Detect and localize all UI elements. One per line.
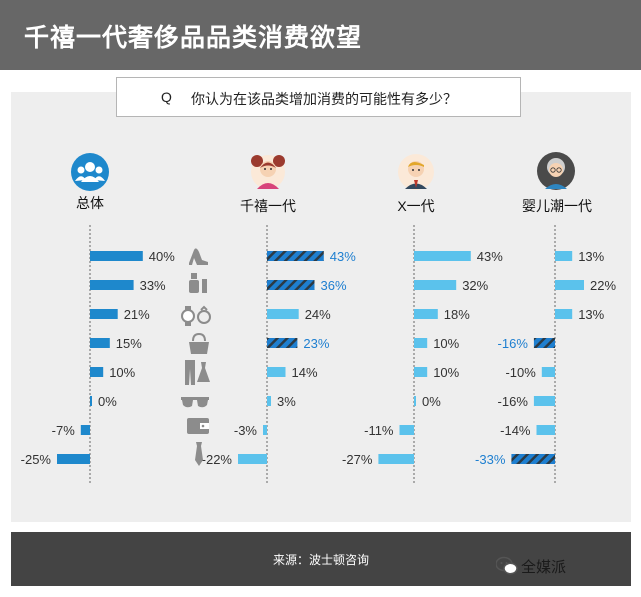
- data-label-boomers-2: 13%: [578, 307, 604, 322]
- bar-boomers-6: [536, 425, 555, 435]
- bar-boomers-2: [555, 309, 573, 319]
- bar-genx-2: [414, 309, 438, 319]
- data-label-genx-0: 43%: [477, 249, 503, 264]
- wechat-icon: [496, 556, 518, 575]
- title-bar: [0, 0, 641, 70]
- data-label-boomers-6: -14%: [500, 423, 531, 438]
- data-label-genx-6: -11%: [364, 423, 394, 438]
- bar-boomers-0: [555, 251, 573, 261]
- data-label-millennials-2: 24%: [305, 307, 331, 322]
- bar-genx-1: [414, 280, 457, 290]
- bar-genx-4: [414, 367, 428, 377]
- bar-overall-3: [90, 338, 110, 348]
- group-icon: [71, 153, 109, 191]
- data-label-genx-1: 32%: [462, 278, 488, 293]
- data-label-genx-5: 0%: [422, 394, 441, 409]
- bar-millennials-4: [267, 367, 286, 377]
- data-label-genx-2: 18%: [444, 307, 470, 322]
- bar-overall-1: [90, 280, 134, 290]
- group-label-overall: 总体: [76, 195, 104, 211]
- high-heel-shoe-icon: [189, 248, 208, 265]
- chart-panel: [11, 92, 631, 522]
- bar-boomers-3: [533, 338, 555, 348]
- tie-icon: [195, 442, 203, 466]
- bar-millennials-1: [267, 280, 315, 290]
- group-label-genx: X一代: [397, 198, 435, 214]
- bar-genx-7: [378, 454, 414, 464]
- data-label-millennials-3: 23%: [303, 336, 329, 351]
- bar-millennials-3: [267, 338, 298, 348]
- data-label-genx-7: -27%: [342, 452, 373, 467]
- bar-overall-0: [90, 251, 143, 261]
- question-marker: Q: [161, 89, 172, 105]
- bar-millennials-2: [267, 309, 299, 319]
- question-box: [116, 77, 521, 117]
- group-label-millennials: 千禧一代: [240, 198, 296, 214]
- data-label-millennials-1: 36%: [321, 278, 347, 293]
- data-label-boomers-4: -10%: [505, 365, 536, 380]
- footer-bar: 来源：波士顿咨询: [11, 532, 631, 586]
- data-label-boomers-0: 13%: [578, 249, 604, 264]
- bar-overall-5: [90, 396, 92, 406]
- data-label-overall-4: 10%: [109, 365, 135, 380]
- data-label-overall-5: 0%: [98, 394, 117, 409]
- handbag-icon: [189, 332, 209, 354]
- data-label-overall-2: 21%: [124, 307, 150, 322]
- bar-genx-5: [414, 396, 416, 406]
- data-label-millennials-5: 3%: [277, 394, 296, 409]
- cosmetics-icon: [189, 273, 207, 293]
- data-label-overall-7: -25%: [21, 452, 52, 467]
- bar-millennials-7: [238, 454, 267, 464]
- data-label-millennials-4: 14%: [292, 365, 318, 380]
- bar-boomers-1: [555, 280, 584, 290]
- boomer-avatar-icon: [537, 152, 575, 190]
- data-label-boomers-1: 22%: [590, 278, 616, 293]
- bar-genx-6: [399, 425, 414, 435]
- bar-boomers-7: [511, 454, 555, 464]
- data-label-overall-1: 33%: [140, 278, 166, 293]
- bar-overall-6: [80, 425, 90, 435]
- data-label-overall-0: 40%: [149, 249, 175, 264]
- bar-overall-2: [90, 309, 118, 319]
- source-text: 来源：波士顿咨询: [272, 553, 369, 567]
- bar-millennials-6: [263, 425, 267, 435]
- genx-avatar-icon: [398, 154, 434, 190]
- page-title: 千禧一代奢侈品品类消费欲望: [24, 24, 363, 52]
- watch-ring-icon: [181, 305, 211, 326]
- clothing-icon: [185, 360, 210, 385]
- data-label-boomers-7: -33%: [475, 452, 506, 467]
- bar-overall-7: [57, 454, 90, 464]
- bar-millennials-0: [267, 251, 324, 261]
- data-label-overall-6: -7%: [52, 423, 76, 438]
- bar-boomers-5: [533, 396, 555, 406]
- bar-genx-3: [414, 338, 428, 348]
- bar-overall-4: [90, 367, 104, 377]
- wallet-icon: [187, 418, 209, 434]
- data-label-millennials-6: -3%: [234, 423, 258, 438]
- bar-genx-0: [414, 251, 471, 261]
- data-label-millennials-7: -22%: [202, 452, 233, 467]
- data-label-genx-3: 10%: [433, 336, 459, 351]
- data-label-genx-4: 10%: [433, 365, 459, 380]
- question-text: 你认为在该品类增加消费的可能性有多少？: [191, 91, 457, 107]
- bar-millennials-5: [267, 396, 271, 406]
- bar-boomers-4: [541, 367, 555, 377]
- brand-name: 全媒派: [521, 559, 567, 576]
- data-label-boomers-3: -16%: [498, 336, 529, 351]
- data-label-boomers-5: -16%: [498, 394, 529, 409]
- millennial-avatar-icon: [251, 155, 285, 189]
- group-label-boomers: 婴儿潮一代: [522, 198, 592, 214]
- data-label-overall-3: 15%: [116, 336, 142, 351]
- data-label-millennials-0: 43%: [330, 249, 356, 264]
- sunglasses-icon: [181, 397, 209, 408]
